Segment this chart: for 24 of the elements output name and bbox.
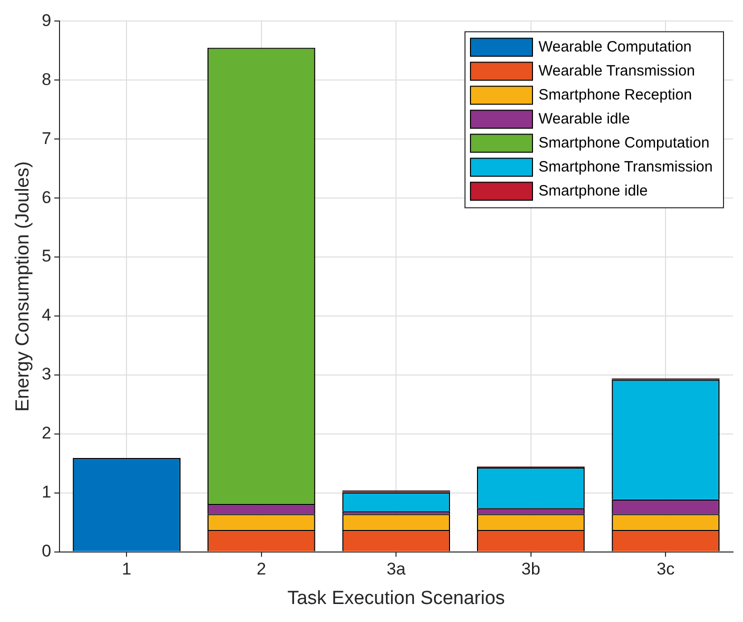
- legend-label: Smartphone Reception: [538, 86, 692, 104]
- x-tick-label: 3a: [386, 560, 406, 579]
- y-tick-label: 4: [42, 306, 52, 325]
- legend-label: Smartphone Transmission: [538, 158, 713, 176]
- y-tick-label: 7: [42, 128, 52, 148]
- y-tick-label: 2: [42, 424, 52, 443]
- y-tick-label: 5: [42, 246, 52, 266]
- legend-label: Wearable Transmission: [538, 62, 695, 80]
- x-tick-label: 1: [122, 560, 132, 579]
- legend-label: Smartphone idle: [538, 182, 648, 200]
- x-tick-label: 2: [256, 560, 266, 579]
- x-axis-title: Task Execution Scenarios: [287, 588, 505, 609]
- x-tick-label: 3c: [656, 560, 676, 579]
- y-axis-title: Energy Consumption (Joules): [12, 161, 34, 412]
- y-tick-label: 8: [42, 70, 52, 89]
- y-tick-label: 0: [42, 541, 52, 560]
- x-tick-label: 3b: [521, 560, 540, 579]
- y-tick-label: 3: [42, 364, 52, 384]
- legend-label: Smartphone Computation: [538, 134, 710, 152]
- y-tick-label: 6: [42, 188, 52, 207]
- legend-label: Wearable idle: [538, 110, 630, 128]
- y-tick-label: 9: [42, 10, 52, 30]
- legend-label: Wearable Computation: [538, 38, 692, 56]
- y-tick-label: 1: [42, 482, 52, 502]
